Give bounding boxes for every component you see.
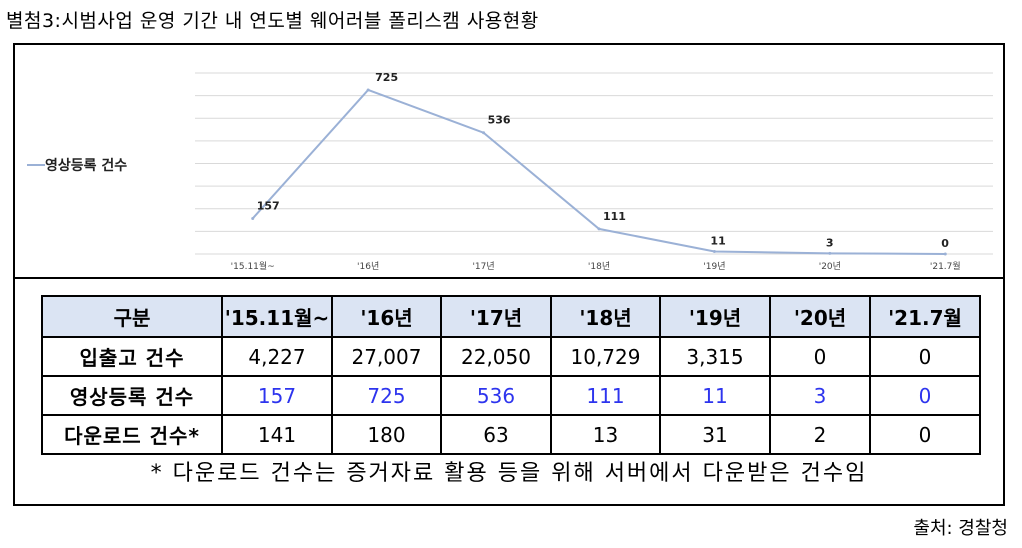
table-cell: 180 xyxy=(331,414,442,455)
data-label: 536 xyxy=(488,114,511,127)
data-point xyxy=(712,250,716,254)
table-column-header: '15.11월~ xyxy=(221,295,333,338)
x-tick-label: '15.11월~ xyxy=(231,260,275,272)
row-label: 다운로드 건수* xyxy=(41,414,223,455)
footnote: * 다운로드 건수는 증거자료 활용 등을 위해 서버에서 다운받은 건수임 xyxy=(150,461,868,486)
data-point xyxy=(828,251,832,255)
table-cell: 536 xyxy=(440,375,552,416)
data-point xyxy=(943,252,947,256)
x-tick-label: '16년 xyxy=(357,261,379,272)
table-column-header: '18년 xyxy=(550,295,661,338)
data-point xyxy=(251,216,255,220)
row-label: 영상등록 건수 xyxy=(41,375,223,416)
table-cell: 13 xyxy=(550,414,661,455)
data-label: 0 xyxy=(941,237,949,250)
table-cell: 10,729 xyxy=(550,336,661,377)
data-label: 111 xyxy=(603,210,626,223)
table-cell: 63 xyxy=(440,414,552,455)
table-cell: 27,007 xyxy=(331,336,442,377)
table-cell: 22,050 xyxy=(440,336,552,377)
table-column-header: '17년 xyxy=(440,295,552,338)
data-label: 11 xyxy=(710,235,725,248)
x-tick-label: '19년 xyxy=(703,261,725,272)
line-chart: '15.11월~ '16년 '17년 '18년 '19년 '20년 '21.7월 157 725… xyxy=(15,45,1003,277)
table-row: 입출고 건수 4,227 27,007 22,050 10,729 3,315 0 0 xyxy=(41,336,981,377)
x-tick-label: '20년 xyxy=(819,261,841,272)
table-cell: 31 xyxy=(659,414,771,455)
table-cell: 11 xyxy=(659,375,771,416)
table-cell: 111 xyxy=(550,375,661,416)
figure-box: '15.11월~ '16년 '17년 '18년 '19년 '20년 '21.7월 157 725… xyxy=(13,43,1005,506)
data-label: 725 xyxy=(375,71,398,84)
x-tick-label: '17년 xyxy=(472,261,494,272)
table-cell: 157 xyxy=(221,375,333,416)
table-column-header: '19년 xyxy=(659,295,771,338)
table-cell: 2 xyxy=(769,414,871,455)
chart-svg: '15.11월~ '16년 '17년 '18년 '19년 '20년 '21.7월 157 725… xyxy=(27,71,993,272)
table-column-header: '21.7월 xyxy=(869,295,981,338)
data-table: 구분 '15.11월~ '16년 '17년 '18년 '19년 '20년 '21.7월 입출고… xyxy=(41,295,981,455)
table-row: 다운로드 건수* 141 180 63 13 31 2 0 xyxy=(41,414,981,455)
data-point xyxy=(597,227,601,231)
table-cell: 141 xyxy=(221,414,333,455)
data-label: 3 xyxy=(826,236,834,249)
table-cell: 4,227 xyxy=(221,336,333,377)
data-label: 157 xyxy=(257,199,280,212)
chart-table-divider xyxy=(15,277,1003,279)
table-cell: 0 xyxy=(869,336,981,377)
table-cell: 0 xyxy=(869,414,981,455)
data-point xyxy=(482,131,486,135)
page-title: 별첨3:시범사업 운영 기간 내 연도별 웨어러블 폴리스캠 사용현황 xyxy=(6,10,539,32)
table-cell: 3 xyxy=(769,375,871,416)
x-tick-label: '21.7월 xyxy=(930,260,961,272)
table-cell: 725 xyxy=(331,375,442,416)
table-column-header: '16년 xyxy=(331,295,442,338)
source-note: 출처: 경찰청 xyxy=(913,518,1008,539)
table-cell: 0 xyxy=(869,375,981,416)
table-cell: 3,315 xyxy=(659,336,771,377)
legend-label: 영상등록 건수 xyxy=(45,157,127,174)
table-corner-header: 구분 xyxy=(41,295,223,338)
row-label: 입출고 건수 xyxy=(41,336,223,377)
table-header-row: 구분 '15.11월~ '16년 '17년 '18년 '19년 '20년 '21.7월 xyxy=(41,295,981,338)
table-cell: 0 xyxy=(769,336,871,377)
x-tick-label: '18년 xyxy=(588,261,610,272)
data-point xyxy=(366,88,370,92)
table-row: 영상등록 건수 157 725 536 111 11 3 0 xyxy=(41,375,981,416)
table-column-header: '20년 xyxy=(769,295,871,338)
